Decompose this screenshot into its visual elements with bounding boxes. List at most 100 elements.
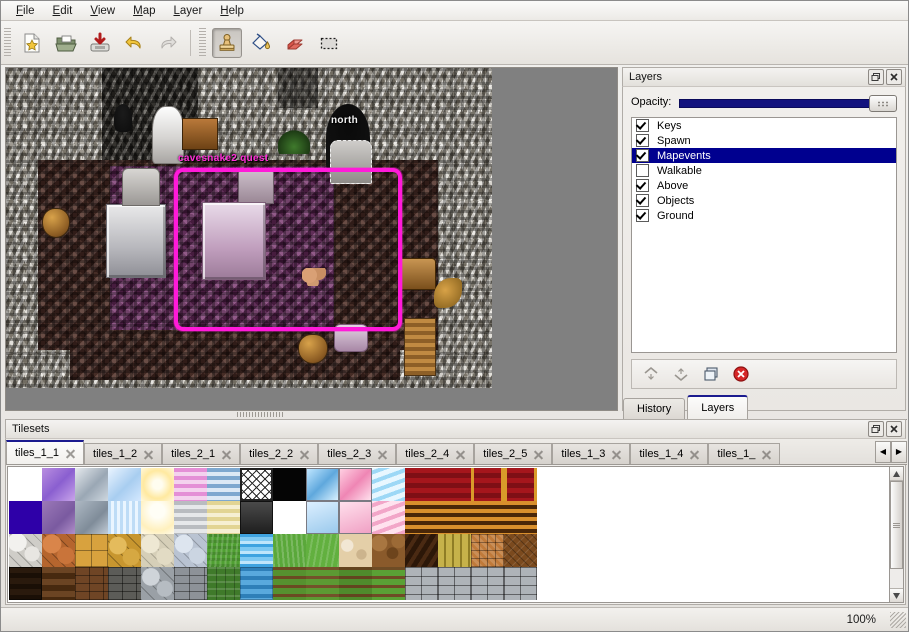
tileset-tab-close-icon[interactable] — [300, 450, 309, 459]
tileset-tile-area[interactable] — [7, 466, 890, 603]
menu-file[interactable]: File — [16, 4, 35, 17]
layer-row[interactable]: Objects — [632, 193, 896, 208]
tileset-tile[interactable] — [108, 468, 141, 501]
tileset-tile[interactable] — [273, 501, 306, 534]
rectangle-select-tool-button[interactable] — [314, 28, 344, 58]
tileset-tile[interactable] — [405, 468, 438, 501]
tileset-tile[interactable] — [339, 501, 372, 534]
tileset-tab[interactable]: tiles_1_3 — [552, 443, 631, 464]
tileset-tile[interactable] — [504, 501, 537, 534]
tileset-tile[interactable] — [207, 501, 240, 534]
layer-visibility-checkbox[interactable] — [636, 149, 649, 162]
delete-layer-button[interactable] — [728, 361, 754, 387]
tileset-tile[interactable] — [42, 501, 75, 534]
tileset-vertical-scrollbar[interactable] — [889, 466, 904, 603]
tileset-tile[interactable] — [405, 567, 438, 600]
tileset-tile[interactable] — [141, 468, 174, 501]
tileset-tile[interactable] — [207, 534, 240, 567]
tileset-tile[interactable] — [372, 501, 405, 534]
tileset-tab[interactable]: tiles_2_5 — [474, 443, 553, 464]
tileset-tile[interactable] — [372, 468, 405, 501]
horizontal-splitter-grip[interactable] — [237, 412, 283, 417]
tileset-tab[interactable]: tiles_2_1 — [162, 443, 241, 464]
tileset-tab-close-icon[interactable] — [378, 450, 387, 459]
layer-visibility-checkbox[interactable] — [636, 209, 649, 222]
tileset-tab-close-icon[interactable] — [66, 449, 75, 458]
tools-grip[interactable] — [199, 27, 206, 58]
tileset-tile[interactable] — [207, 567, 240, 600]
layers-close-button[interactable] — [886, 69, 902, 85]
tileset-tile[interactable] — [42, 468, 75, 501]
lower-layer-button[interactable] — [668, 361, 694, 387]
tileset-tile[interactable] — [306, 534, 339, 567]
layer-row[interactable]: Above — [632, 178, 896, 193]
open-map-button[interactable] — [51, 28, 81, 58]
dock-tab-history[interactable]: History — [623, 398, 686, 419]
tileset-tile[interactable] — [504, 534, 537, 567]
tileset-tile[interactable] — [174, 501, 207, 534]
tileset-tab[interactable]: tiles_2_3 — [318, 443, 397, 464]
layer-visibility-checkbox[interactable] — [636, 119, 649, 132]
layer-visibility-checkbox[interactable] — [636, 164, 649, 177]
tileset-tab-close-icon[interactable] — [456, 450, 465, 459]
tileset-tile[interactable] — [306, 468, 339, 501]
layer-visibility-checkbox[interactable] — [636, 179, 649, 192]
opacity-slider-handle[interactable] — [869, 95, 897, 112]
tileset-tab[interactable]: tiles_1_1 — [6, 440, 85, 464]
tileset-tab[interactable]: tiles_2_2 — [240, 443, 319, 464]
tileset-tile[interactable] — [42, 567, 75, 600]
tileset-tile[interactable] — [42, 534, 75, 567]
tileset-tab[interactable]: tiles_1_2 — [84, 443, 163, 464]
tileset-tile[interactable] — [471, 534, 504, 567]
scroll-tabs-left-button[interactable]: ◀ — [875, 440, 891, 463]
scrollbar-thumb[interactable] — [890, 481, 903, 569]
scroll-down-arrow-icon[interactable] — [890, 588, 903, 602]
tileset-tile[interactable] — [141, 534, 174, 567]
tileset-tab[interactable]: tiles_1_4 — [630, 443, 709, 464]
tileset-tile[interactable] — [174, 534, 207, 567]
tileset-tab-close-icon[interactable] — [534, 450, 543, 459]
tileset-tile[interactable] — [75, 501, 108, 534]
layer-visibility-checkbox[interactable] — [636, 134, 649, 147]
tileset-tile[interactable] — [141, 501, 174, 534]
scroll-tabs-right-button[interactable]: ▶ — [891, 440, 907, 463]
raise-layer-button[interactable] — [638, 361, 664, 387]
tileset-tile[interactable] — [108, 501, 141, 534]
tileset-tile[interactable] — [9, 501, 42, 534]
tileset-tile[interactable] — [405, 501, 438, 534]
layer-visibility-checkbox[interactable] — [636, 194, 649, 207]
tileset-tile[interactable] — [471, 567, 504, 600]
window-resize-grip[interactable] — [890, 611, 906, 628]
tileset-tile[interactable] — [306, 567, 339, 600]
menu-view[interactable]: View — [90, 4, 116, 17]
tilesets-float-button[interactable] — [868, 421, 884, 437]
tileset-tile[interactable] — [273, 534, 306, 567]
scroll-up-arrow-icon[interactable] — [890, 467, 903, 481]
tileset-tile[interactable] — [372, 567, 405, 600]
layer-row[interactable]: Spawn — [632, 133, 896, 148]
save-map-button[interactable] — [85, 28, 115, 58]
tileset-tile[interactable] — [75, 468, 108, 501]
menu-layer[interactable]: Layer — [173, 4, 203, 17]
opacity-slider[interactable] — [679, 95, 897, 112]
tileset-tile[interactable] — [438, 534, 471, 567]
tileset-tile[interactable] — [504, 567, 537, 600]
tileset-tile[interactable] — [471, 468, 504, 501]
layer-list[interactable]: Keys Spawn Mapevents Walkable Above Objects Gr… — [631, 117, 897, 353]
tileset-tile[interactable] — [273, 567, 306, 600]
tileset-tile[interactable] — [339, 534, 372, 567]
duplicate-layer-button[interactable] — [698, 361, 724, 387]
tileset-tile[interactable] — [471, 501, 504, 534]
tileset-tab-close-icon[interactable] — [222, 450, 231, 459]
stamp-tool-button[interactable] — [212, 27, 242, 58]
tileset-tile[interactable] — [75, 567, 108, 600]
tileset-tile[interactable] — [240, 534, 273, 567]
tileset-tile[interactable] — [438, 468, 471, 501]
tileset-tile[interactable] — [306, 501, 339, 534]
map-selection-rectangle[interactable] — [174, 168, 402, 331]
tileset-tile[interactable] — [75, 534, 108, 567]
layers-float-button[interactable] — [868, 69, 884, 85]
tileset-tile[interactable] — [339, 567, 372, 600]
menu-edit[interactable]: Edit — [52, 4, 73, 17]
new-map-button[interactable] — [17, 28, 47, 58]
